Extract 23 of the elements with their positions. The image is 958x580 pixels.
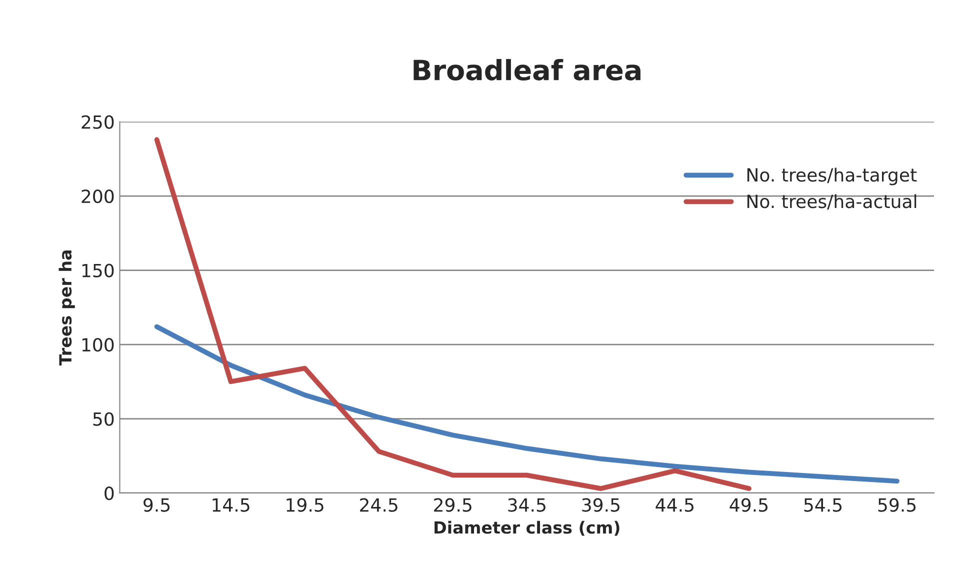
x-tick-label: 24.5 [360, 498, 398, 512]
x-tick-label: 14.5 [212, 498, 250, 512]
y-tick-label: 100 [82, 338, 114, 352]
legend-label: No. trees/ha-actual [747, 194, 916, 210]
legend-label: No. trees/ha-target [747, 168, 917, 186]
x-tick-label: 44.5 [656, 498, 694, 512]
x-tick-label: 34.5 [508, 498, 546, 512]
x-tick-label: 9.5 [144, 498, 170, 512]
chart-title: Broadleaf area [414, 59, 640, 81]
x-axis-title: Diameter class (cm) [434, 520, 620, 536]
x-tick-label: 19.5 [286, 498, 324, 512]
y-tick-label: 200 [82, 190, 114, 204]
x-tick-label: 49.5 [730, 498, 768, 512]
y-tick-label: 150 [82, 264, 114, 278]
y-axis-title: Trees per ha [58, 250, 75, 366]
x-tick-label: 39.5 [582, 498, 620, 512]
y-tick-label: 0 [104, 486, 114, 500]
x-tick-label: 54.5 [804, 498, 842, 512]
line-series [154, 324, 900, 484]
y-tick-label: 250 [82, 115, 114, 129]
x-tick-label: 59.5 [878, 498, 916, 512]
y-tick-label: 50 [93, 412, 114, 426]
x-tick-label: 29.5 [434, 498, 472, 512]
